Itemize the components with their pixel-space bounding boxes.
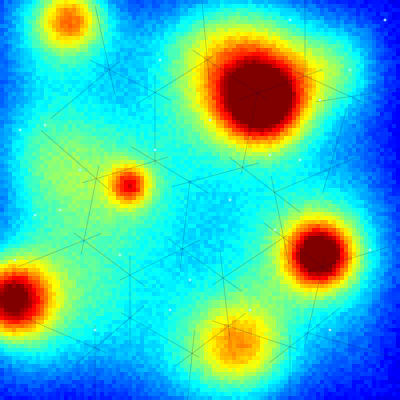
sparkle-point-3 bbox=[33, 213, 37, 217]
facet-edge-18 bbox=[273, 156, 357, 194]
sparkle-point-5 bbox=[158, 58, 162, 62]
facet-edge-6 bbox=[192, 49, 268, 101]
facet-edge-14 bbox=[131, 146, 209, 194]
facet-edge-28 bbox=[301, 246, 389, 274]
facet-edge-31 bbox=[75, 305, 145, 365]
facet-edge-8 bbox=[283, 65, 367, 105]
facet-edge-15 bbox=[171, 162, 259, 188]
facet-edge-36 bbox=[212, 320, 298, 350]
facet-edge-11 bbox=[40, 129, 110, 191]
facet-edge-1 bbox=[50, 60, 120, 120]
facet-edge-37 bbox=[269, 306, 341, 364]
facet-edge-33 bbox=[120, 312, 200, 358]
facet-edge-21 bbox=[179, 180, 191, 270]
sparkle-point-15 bbox=[368, 248, 372, 252]
sparkle-point-12 bbox=[318, 98, 322, 102]
facet-edge-23 bbox=[119, 239, 201, 281]
sparkle-point-8 bbox=[228, 198, 232, 202]
facet-edge-22 bbox=[73, 232, 147, 288]
facet-edge-40 bbox=[186, 330, 195, 400]
sparkle-point-13 bbox=[328, 328, 332, 332]
sparkle-point-2 bbox=[58, 208, 62, 212]
sparkle-point-0 bbox=[18, 128, 22, 132]
facet-edge-2 bbox=[201, 0, 210, 80]
sparkle-point-10 bbox=[288, 18, 292, 22]
facet-edge-17 bbox=[229, 156, 301, 214]
sparkle-point-17 bbox=[188, 278, 192, 282]
facet-edge-7 bbox=[237, 69, 323, 101]
sparkle-point-6 bbox=[168, 308, 172, 312]
facet-edge-25 bbox=[168, 238, 242, 292]
facet-edge-20 bbox=[18, 232, 102, 268]
sparkle-point-19 bbox=[93, 328, 97, 332]
sparkle-point-14 bbox=[348, 68, 352, 72]
facet-edge-34 bbox=[173, 312, 247, 368]
sparkle-point-23 bbox=[273, 228, 277, 232]
sparkle-point-16 bbox=[118, 253, 122, 257]
facet-edge-16 bbox=[322, 106, 348, 194]
sparkle-point-7 bbox=[208, 118, 212, 122]
sparkle-point-11 bbox=[298, 158, 302, 162]
facet-edge-26 bbox=[212, 234, 288, 286]
sparkle-point-20 bbox=[13, 258, 17, 262]
facet-edge-35 bbox=[304, 255, 326, 345]
sparkle-point-1 bbox=[43, 123, 47, 127]
facet-edge-3 bbox=[89, 59, 171, 101]
facet-edge-30 bbox=[23, 316, 107, 354]
facet-edge-0 bbox=[94, 5, 116, 95]
sparkle-point-9 bbox=[268, 153, 272, 157]
facet-edge-4 bbox=[136, 55, 214, 105]
facet-edge-32 bbox=[219, 250, 231, 340]
facet-edge-12 bbox=[81, 156, 169, 184]
sparkle-point-4 bbox=[78, 168, 82, 172]
facet-edge-19 bbox=[80, 165, 100, 255]
facet-edge-38 bbox=[306, 332, 394, 358]
facet-edge-13 bbox=[240, 85, 260, 175]
sparkle-point-18 bbox=[248, 308, 252, 312]
sparkle-point-22 bbox=[153, 148, 157, 152]
facet-edge-24 bbox=[270, 175, 290, 265]
sparkle-point-21 bbox=[383, 18, 387, 22]
facet-edge-9 bbox=[315, 88, 400, 103]
facet-edge-27 bbox=[263, 222, 337, 278]
